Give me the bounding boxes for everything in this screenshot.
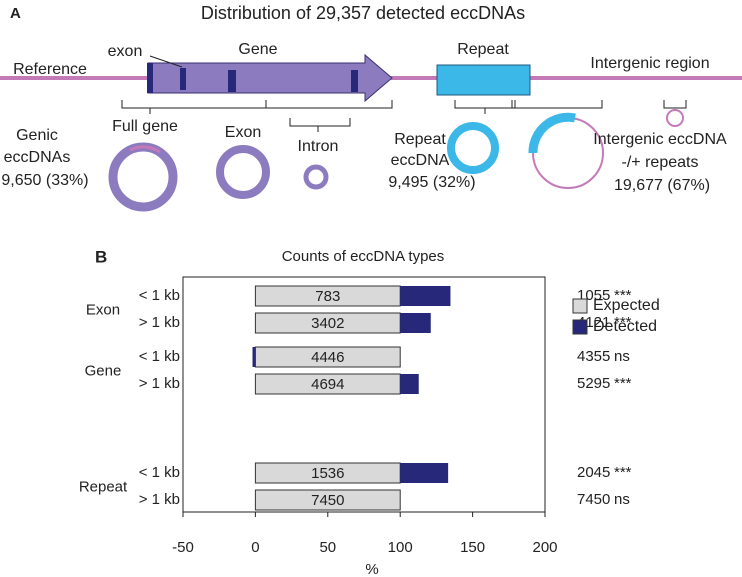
label: eccDNAs [4,149,71,166]
group-label: Exon [86,301,120,318]
label: Repeat [457,41,509,58]
label: -/+ repeats [622,154,699,171]
row-label: > 1 kb [139,314,180,331]
junction [129,145,161,154]
intergenic-circle [666,109,684,127]
significance: *** [614,375,632,392]
legend-swatch [572,298,588,314]
chart-title: Counts of eccDNA types [282,248,445,265]
significance: *** [614,287,632,304]
detected-bar [400,286,451,306]
detected-count: 4355 [577,348,610,365]
x-tick-label: 150 [460,539,485,556]
detected-bar [400,313,431,333]
repeat-box [436,64,531,96]
panel-label: A [10,5,21,22]
label: Intergenic eccDNA [593,131,727,148]
label: eccDNA [391,152,450,169]
x-axis-label: % [365,561,378,577]
exon-pointer [149,55,183,68]
exon-box [228,70,236,92]
x-tick-label: 200 [532,539,557,556]
label: Intergenic region [590,55,709,72]
title: Distribution of 29,357 detected eccDNAs [201,3,525,23]
row-label: < 1 kb [139,464,180,481]
group-label: Repeat [79,478,128,495]
label: Genic [16,127,58,144]
exon-box [180,68,186,90]
legend-label: Expected [593,297,660,314]
group-label: Gene [85,362,122,379]
x-tick-label: 100 [388,539,413,556]
label: Gene [238,41,277,58]
x-tick-label: 0 [251,539,259,556]
x-tick-label: 50 [319,539,336,556]
legend-swatch [572,319,588,335]
repeat-arc [528,112,576,154]
label: 9,495 (32%) [388,174,475,191]
label: Exon [225,124,261,141]
plot-frame [182,276,546,513]
panel-label: B [95,247,107,266]
row-label: < 1 kb [139,287,180,304]
significance: *** [614,464,632,481]
intron-circle [303,164,329,190]
label: Full gene [112,118,178,135]
value-label: 3402 [311,315,344,332]
value-label: 1536 [311,465,344,482]
detected-bar [252,347,256,367]
detected-bar [400,463,449,483]
repeat-circle [447,122,499,174]
value-label: 7450 [311,492,344,509]
detected-count: 2045 [577,464,610,481]
row-label: > 1 kb [139,375,180,392]
detected-count: 5295 [577,375,610,392]
value-label: 783 [315,288,340,305]
exon-box [351,70,358,92]
label: 9,650 (33%) [1,172,88,189]
row-label: < 1 kb [139,348,180,365]
expected-bar [254,489,401,511]
significance: ns [614,348,630,365]
detected-bar [400,374,419,394]
legend-label: Detected [593,318,657,335]
label: Intron [298,138,339,155]
full-gene-circle [108,142,178,212]
significance: *** [614,314,632,331]
label: Reference [13,61,87,78]
label: Repeat [394,131,446,148]
label: exon [108,43,143,60]
label: 19,677 (67%) [614,177,710,194]
braces [121,100,687,132]
exon-box [147,63,153,93]
row-label: > 1 kb [139,491,180,508]
exon-circle [216,145,270,199]
value-label: 4694 [311,376,344,393]
significance: ns [614,491,630,508]
panel-a: A Distribution of 29,357 detected eccDNA… [0,3,742,212]
value-label: 4446 [311,349,344,366]
x-tick-label: -50 [172,539,194,556]
detected-count: 7450 [577,491,610,508]
gene-arrow [147,53,393,103]
